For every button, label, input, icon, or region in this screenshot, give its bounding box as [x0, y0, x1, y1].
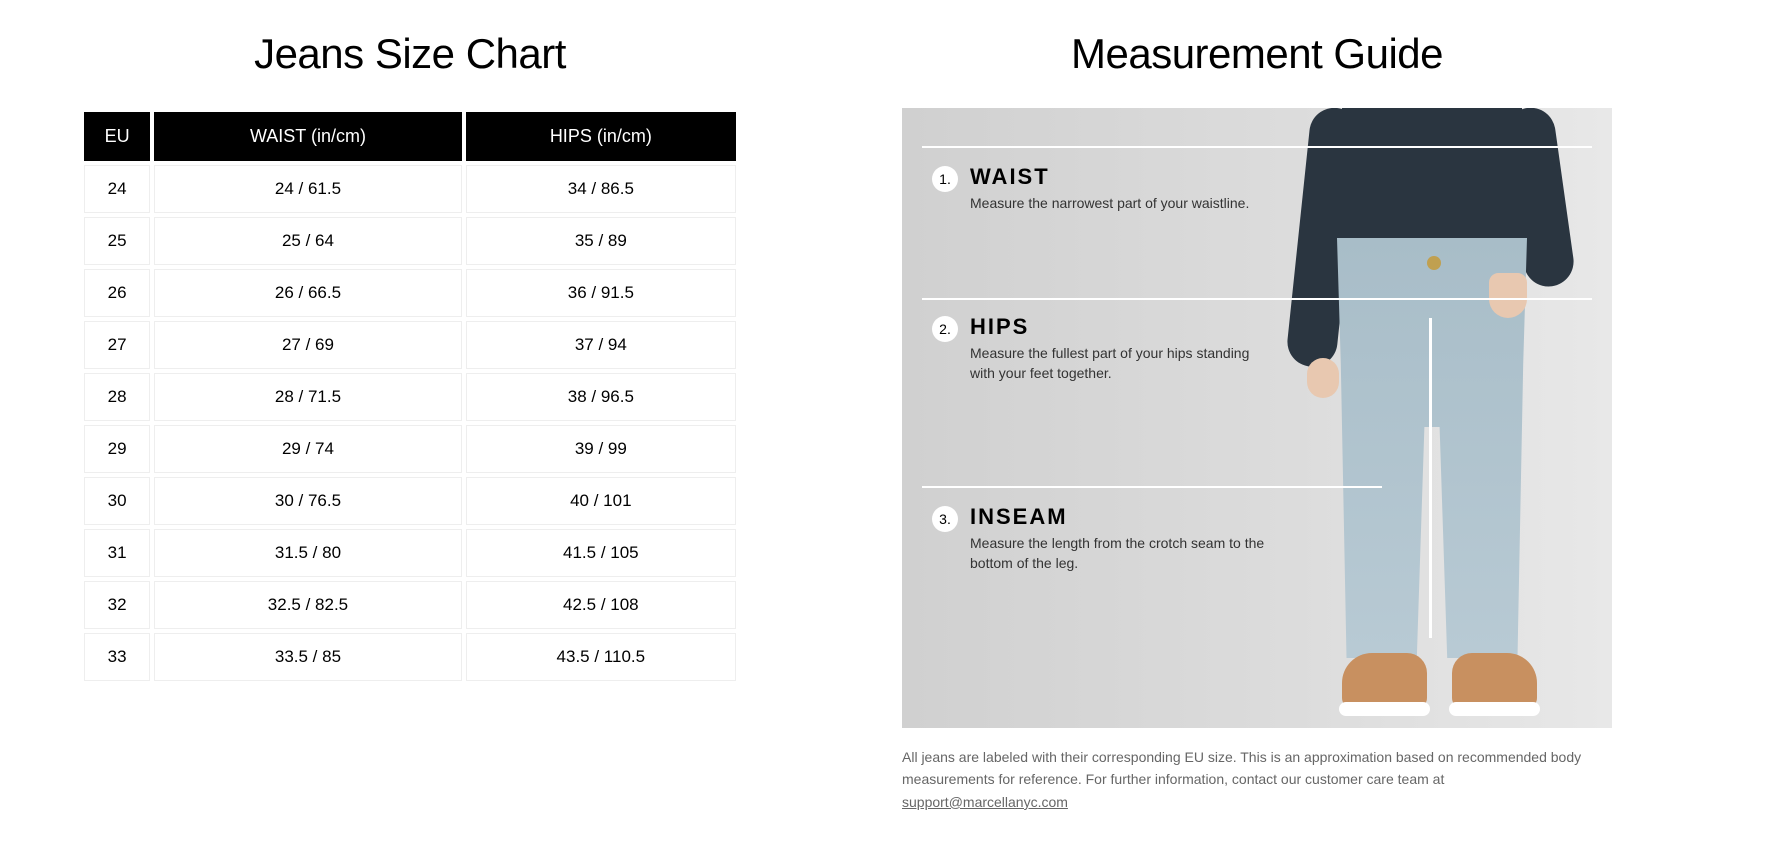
- step-number-icon: 2.: [932, 316, 958, 342]
- guide-line-waist: [922, 146, 1592, 148]
- table-cell: 28 / 71.5: [154, 373, 461, 421]
- figure-jeans-button: [1427, 256, 1441, 270]
- table-cell: 42.5 / 108: [466, 581, 736, 629]
- step-label: WAIST: [970, 164, 1249, 190]
- step-desc: Measure the length from the crotch seam …: [970, 534, 1270, 573]
- table-row: 3333.5 / 8543.5 / 110.5: [84, 633, 736, 681]
- table-cell: 35 / 89: [466, 217, 736, 265]
- measurement-guide-title: Measurement Guide: [1071, 30, 1443, 78]
- guide-line-inseam-vertical: [1429, 318, 1432, 638]
- step-inseam: 3. INSEAM Measure the length from the cr…: [932, 504, 1270, 573]
- measurement-guide-panel: 1. WAIST Measure the narrowest part of y…: [902, 108, 1612, 728]
- table-cell: 36 / 91.5: [466, 269, 736, 317]
- table-row: 3131.5 / 8041.5 / 105: [84, 529, 736, 577]
- table-cell: 32.5 / 82.5: [154, 581, 461, 629]
- step-label: HIPS: [970, 314, 1270, 340]
- table-cell: 43.5 / 110.5: [466, 633, 736, 681]
- figure-shoe-left: [1342, 653, 1427, 708]
- table-cell: 30: [84, 477, 150, 525]
- support-email-link[interactable]: support@marcellanyc.com: [902, 794, 1068, 810]
- table-cell: 32: [84, 581, 150, 629]
- figure-hand-left: [1307, 358, 1339, 398]
- table-cell: 29 / 74: [154, 425, 461, 473]
- step-number-icon: 3.: [932, 506, 958, 532]
- table-cell: 33.5 / 85: [154, 633, 461, 681]
- table-cell: 26 / 66.5: [154, 269, 461, 317]
- table-cell: 39 / 99: [466, 425, 736, 473]
- table-cell: 31: [84, 529, 150, 577]
- table-header-row: EU WAIST (in/cm) HIPS (in/cm): [84, 112, 736, 161]
- step-label: INSEAM: [970, 504, 1270, 530]
- footnote-text: All jeans are labeled with their corresp…: [902, 749, 1581, 787]
- table-cell: 29: [84, 425, 150, 473]
- table-cell: 28: [84, 373, 150, 421]
- figure-hand-right: [1489, 273, 1527, 318]
- table-row: 2424 / 61.534 / 86.5: [84, 165, 736, 213]
- step-number-icon: 1.: [932, 166, 958, 192]
- step-desc: Measure the fullest part of your hips st…: [970, 344, 1270, 383]
- guide-line-inseam: [922, 486, 1382, 488]
- table-cell: 30 / 76.5: [154, 477, 461, 525]
- step-hips: 2. HIPS Measure the fullest part of your…: [932, 314, 1270, 383]
- table-row: 3030 / 76.540 / 101: [84, 477, 736, 525]
- table-cell: 38 / 96.5: [466, 373, 736, 421]
- table-cell: 37 / 94: [466, 321, 736, 369]
- step-waist: 1. WAIST Measure the narrowest part of y…: [932, 164, 1249, 214]
- table-cell: 24 / 61.5: [154, 165, 461, 213]
- table-cell: 41.5 / 105: [466, 529, 736, 577]
- table-cell: 25 / 64: [154, 217, 461, 265]
- table-row: 2727 / 6937 / 94: [84, 321, 736, 369]
- footnote: All jeans are labeled with their corresp…: [902, 746, 1612, 813]
- table-row: 2626 / 66.536 / 91.5: [84, 269, 736, 317]
- table-cell: 27 / 69: [154, 321, 461, 369]
- table-cell: 34 / 86.5: [466, 165, 736, 213]
- table-cell: 26: [84, 269, 150, 317]
- size-chart-table: EU WAIST (in/cm) HIPS (in/cm) 2424 / 61.…: [80, 108, 740, 685]
- table-cell: 33: [84, 633, 150, 681]
- table-cell: 40 / 101: [466, 477, 736, 525]
- table-cell: 27: [84, 321, 150, 369]
- table-cell: 24: [84, 165, 150, 213]
- figure-shoe-right: [1452, 653, 1537, 708]
- col-hips: HIPS (in/cm): [466, 112, 736, 161]
- table-row: 2828 / 71.538 / 96.5: [84, 373, 736, 421]
- step-desc: Measure the narrowest part of your waist…: [970, 194, 1249, 214]
- figure-torso: [1342, 108, 1522, 258]
- col-waist: WAIST (in/cm): [154, 112, 461, 161]
- size-chart-title: Jeans Size Chart: [254, 30, 566, 78]
- col-eu: EU: [84, 112, 150, 161]
- table-row: 2929 / 7439 / 99: [84, 425, 736, 473]
- model-figure: [1282, 108, 1582, 728]
- table-row: 2525 / 6435 / 89: [84, 217, 736, 265]
- table-cell: 25: [84, 217, 150, 265]
- table-row: 3232.5 / 82.542.5 / 108: [84, 581, 736, 629]
- guide-line-hips: [922, 298, 1592, 300]
- table-cell: 31.5 / 80: [154, 529, 461, 577]
